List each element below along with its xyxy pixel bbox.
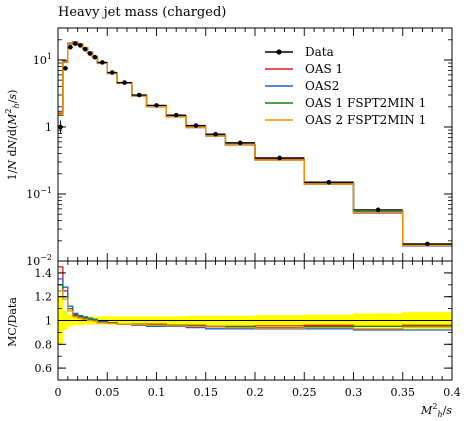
ratio-series-layer (58, 266, 452, 331)
data-point (122, 80, 127, 85)
xtick-label: 0.4 (443, 386, 461, 399)
ytick-label: 101 (33, 52, 52, 67)
legend: Data OAS 1 OAS2 OAS 1 FSPT2MIN 1 OAS 2 FSPT2… (265, 45, 426, 127)
xtick-label: 0.3 (345, 386, 363, 399)
ratio-xlabel: M2h/s (420, 402, 452, 419)
main-ylabel: 1/N dN/d(M2h/s) (4, 90, 21, 181)
ratio-ytick-label: 1.2 (35, 291, 53, 304)
chart-title: Heavy jet mass (charged) (58, 5, 226, 20)
data-point (77, 43, 83, 48)
xtick-label: 0.15 (194, 386, 219, 399)
data-point (72, 41, 78, 46)
xtick-label: 0.2 (246, 386, 264, 399)
data-point (375, 207, 381, 213)
data-point (425, 241, 430, 247)
ratio-axes: 0.6 0.8 1 1.2 1.4 0 0.05 0.1 0.15 0.2 0.25 0.3 0.35 0… (35, 260, 461, 399)
ytick-label: 1 (45, 121, 52, 134)
data-point (237, 140, 243, 146)
ratio-ylabel: MC/Data (6, 297, 19, 347)
ytick-label: 10−1 (26, 186, 52, 201)
legend-label: OAS 2 FSPT2MIN 1 (305, 113, 426, 127)
data-point (109, 70, 115, 75)
ratio-ytick-label: 1.4 (35, 267, 53, 280)
data-point (173, 112, 179, 118)
data-point (82, 46, 88, 52)
data-point (87, 51, 93, 56)
main-axes: 101 1 10−1 10−2 (26, 27, 453, 268)
xtick-label: 0.05 (95, 386, 120, 399)
legend-label: OAS2 (305, 79, 339, 93)
data-point (63, 66, 68, 71)
data-point (100, 60, 105, 65)
legend-label-data: Data (305, 45, 334, 59)
ratio-ytick-label: 0.6 (35, 362, 53, 375)
legend-label: OAS 1 (305, 62, 343, 76)
data-point (92, 54, 98, 60)
legend-marker-data (276, 49, 282, 55)
data-point (193, 123, 199, 128)
xtick-label: 0.1 (148, 386, 166, 399)
ytick-label: 10−2 (26, 253, 52, 268)
data-point (213, 131, 218, 137)
xtick-label: 0.35 (391, 386, 416, 399)
xtick-label: 0.25 (292, 386, 317, 399)
ratio-ytick-label: 0.8 (35, 338, 53, 351)
data-point (68, 44, 73, 50)
ratio-ytick-label: 1 (45, 315, 52, 328)
data-point (136, 92, 142, 98)
xtick-label: 0 (55, 386, 62, 399)
ratio-uncertainty-band (58, 296, 452, 345)
data-point (326, 179, 332, 185)
data-point (154, 103, 159, 108)
data-point (277, 155, 282, 161)
ratio-line-oas-2-fspt2min-1 (58, 290, 452, 330)
legend-label: OAS 1 FSPT2MIN 1 (305, 96, 426, 110)
